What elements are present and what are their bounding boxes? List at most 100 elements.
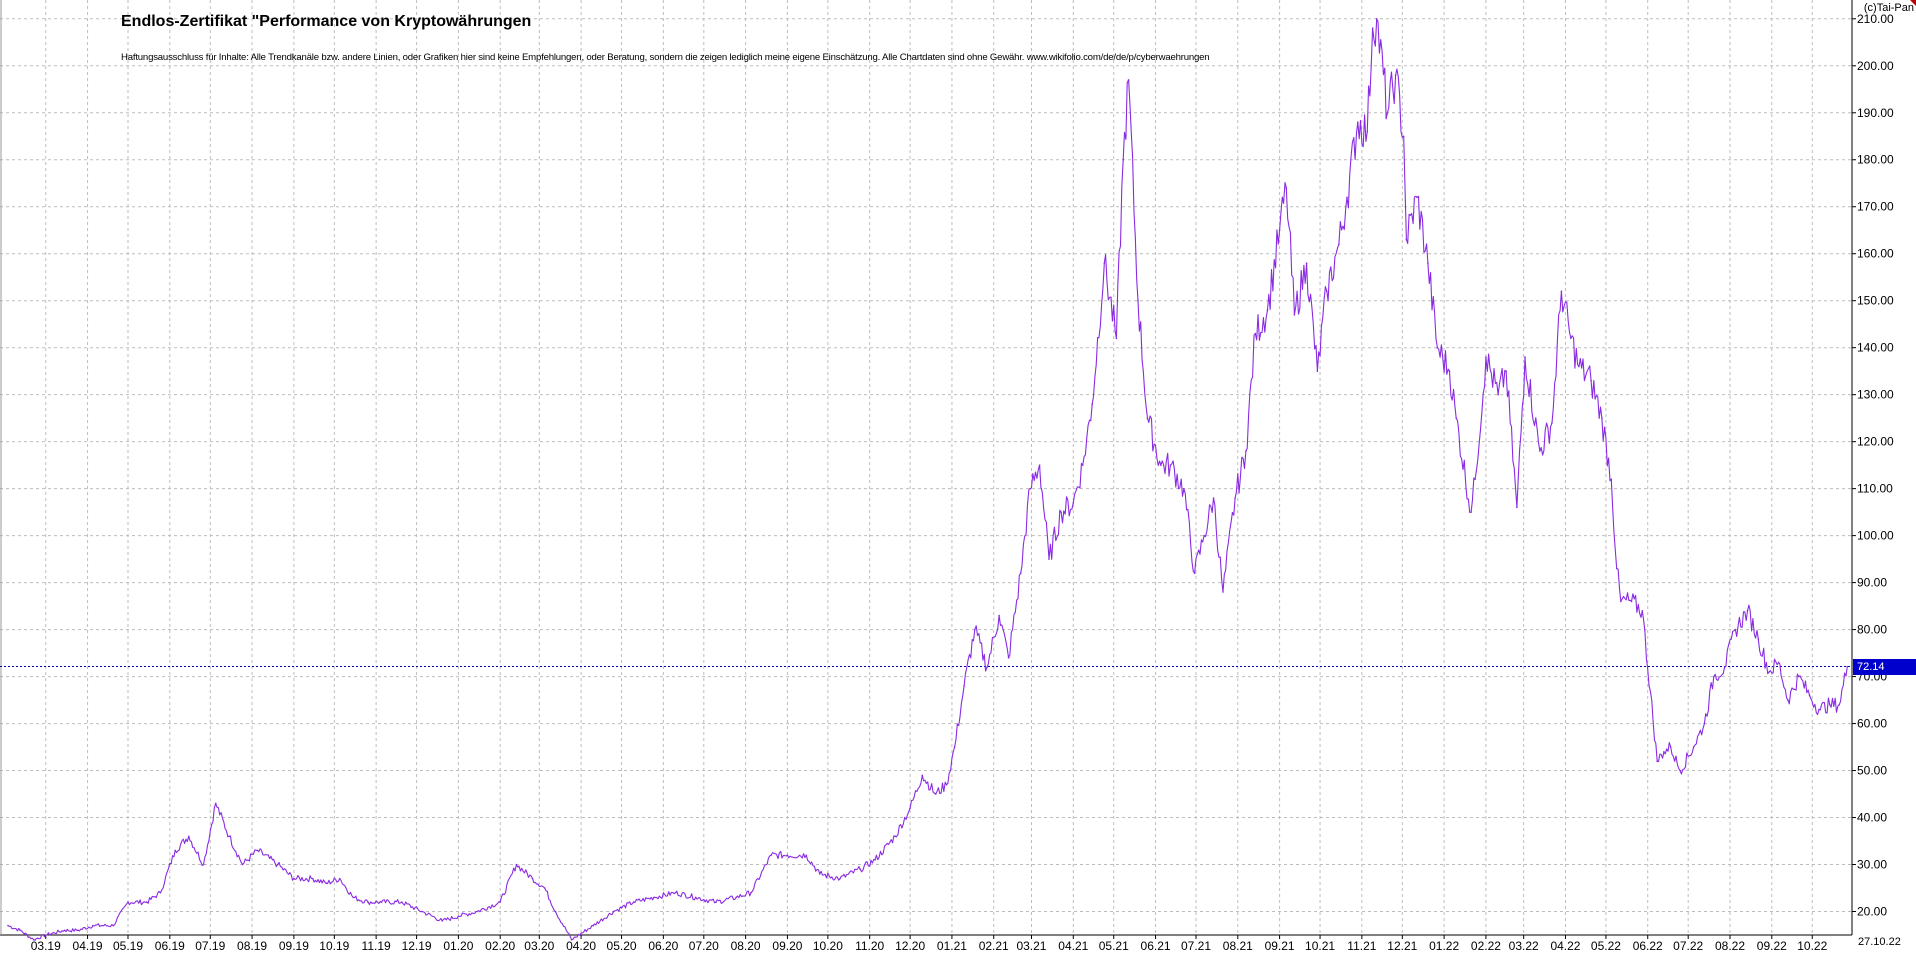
data-point [276,863,279,866]
data-point [963,685,965,687]
data-point [112,924,114,927]
data-point [1245,450,1247,452]
data-point [1669,746,1672,748]
y-tick-label: 130.00 [1857,388,1894,402]
x-tick-label: 10.20 [813,939,843,952]
data-point [1007,656,1010,659]
data-point [1797,675,1800,678]
x-tick-label: 05.21 [1099,939,1129,952]
x-tick-label: 08.22 [1715,939,1745,952]
data-point [1560,290,1563,293]
data-point [874,859,876,861]
data-point [214,802,217,805]
y-tick-label: 150.00 [1857,294,1894,308]
data-point [44,934,47,936]
data-point [1212,497,1215,499]
data-point [715,901,717,903]
x-tick-label: 07.22 [1673,939,1703,952]
series-line [7,18,1848,941]
data-point [1524,356,1526,358]
x-tick-label: 02.20 [485,939,515,952]
grid-layer [0,0,1852,935]
data-point [1394,74,1397,76]
data-point [653,896,655,899]
data-point [1019,572,1022,575]
data-point [1641,610,1644,612]
data-point [1146,417,1149,419]
data-point [894,835,897,838]
x-tick-label: 11.21 [1347,939,1376,952]
data-point [570,938,573,941]
data-point [1601,417,1603,419]
x-tick-label: 12.19 [402,939,432,952]
data-point [1692,746,1695,748]
x-tick-label: 06.19 [155,939,185,952]
x-tick-label: 09.20 [772,939,802,952]
data-point [1485,356,1487,358]
x-tick-label: 04.21 [1058,939,1088,952]
x-tick-label: 03.20 [524,939,554,952]
data-point [1619,600,1622,603]
data-point [1818,708,1820,711]
data-point [1375,17,1378,20]
data-point [945,783,948,786]
data-point [1656,760,1658,762]
data-point [1630,600,1633,603]
x-tick-label: 02.22 [1471,939,1501,952]
data-point [1838,703,1841,706]
y-tick-label: 200.00 [1857,59,1894,73]
data-point [859,868,862,871]
x-tick-label: 10.21 [1305,939,1335,952]
data-point [19,929,21,932]
data-point [1285,187,1288,189]
data-point [1325,290,1328,293]
data-point [1757,638,1760,640]
data-point [1127,79,1130,81]
data-point [1474,478,1476,481]
data-point [293,877,295,880]
data-point [839,877,841,880]
data-point [1551,422,1553,424]
data-point [1470,511,1472,513]
x-tick-label: 07.19 [195,939,225,952]
x-tick-label: 09.22 [1757,939,1787,952]
x-tick-label: 10.19 [319,939,349,952]
x-tick-label: 05.20 [607,939,637,952]
data-point [1060,511,1062,513]
data-point [457,915,460,918]
data-point [380,901,383,903]
data-point [1091,403,1093,405]
data-point [1254,332,1257,335]
data-point [1183,487,1185,490]
data-point [1386,111,1389,114]
x-tick-label: 07.20 [689,939,719,952]
x-tick-label: 04.19 [73,939,103,952]
data-point [1734,628,1737,631]
y-tick-label: 120.00 [1857,435,1894,449]
data-point [1777,661,1780,664]
data-point [986,666,988,668]
data-point [352,896,355,899]
y-tick-label: 20.00 [1857,905,1887,919]
data-point [1787,699,1789,701]
data-point [1371,27,1374,29]
data-point [256,849,259,852]
data-point [1169,464,1172,466]
data-point [159,891,162,894]
data-point [1234,497,1236,499]
current-date-label: 27.10.22 [1858,936,1901,948]
data-point [1115,337,1118,340]
data-point [228,835,230,838]
x-tick-label: 09.19 [279,939,309,952]
data-point [77,929,79,932]
data-point [92,924,94,927]
data-point [998,614,1000,617]
x-tick-label: 10.22 [1797,939,1827,952]
x-tick-label: 11.20 [855,939,884,952]
data-point [1455,417,1458,419]
x-tick-label: 05.19 [113,939,143,952]
data-point [1768,671,1770,673]
data-point [531,877,534,880]
data-point [612,910,615,913]
